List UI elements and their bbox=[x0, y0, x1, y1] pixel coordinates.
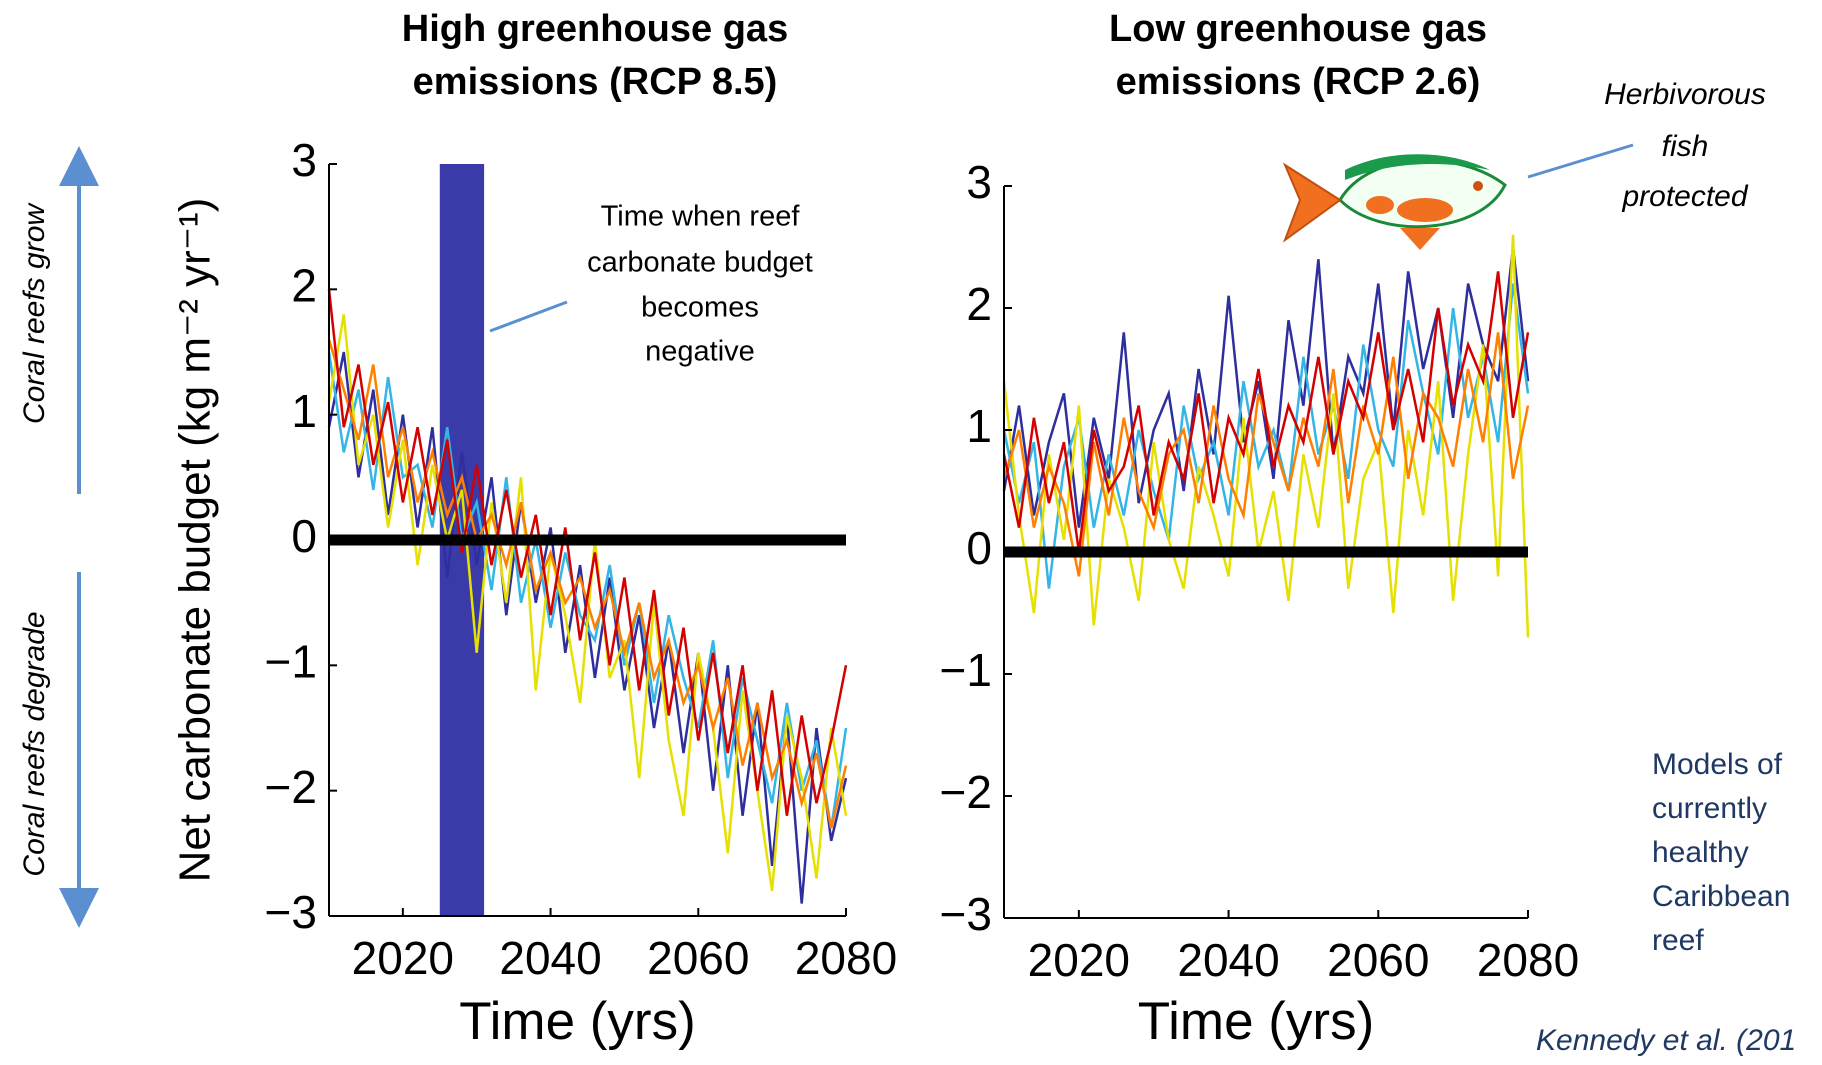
y-tick-label: 2 bbox=[291, 259, 317, 311]
slide: Coral reefs grow Coral reefs degrade Her… bbox=[0, 0, 1822, 1060]
annotation: becomes bbox=[641, 292, 759, 324]
annotation: negative bbox=[645, 336, 755, 368]
chart-title: emissions (RCP 8.5) bbox=[413, 61, 778, 103]
annotation: carbonate budget bbox=[587, 247, 813, 279]
models-note: reef bbox=[1652, 924, 1704, 957]
plot: High greenhouse gas emissions (RCP 8.5) −3… bbox=[171, 8, 898, 1051]
models-note: currently bbox=[1652, 792, 1767, 825]
y-tick-label: 3 bbox=[966, 156, 992, 208]
page: {"chart_data": [ {"type": "line", "title… bbox=[0, 0, 1822, 1060]
chart-title: Low greenhouse gas bbox=[1109, 8, 1487, 50]
y-tick-label: 0 bbox=[966, 522, 992, 574]
series-line bbox=[329, 289, 846, 815]
y-tick-label: −3 bbox=[940, 888, 992, 940]
y-tick-label: 2 bbox=[966, 278, 992, 330]
fish-label: fish bbox=[1662, 130, 1709, 163]
fish-illustration bbox=[1285, 154, 1505, 250]
models-note: healthy bbox=[1652, 836, 1749, 869]
plot: Low greenhouse gas emissions (RCP 2.6) −3 −… bbox=[940, 8, 1580, 1051]
y-tick-label: 1 bbox=[966, 400, 992, 452]
y-tick-label: −1 bbox=[265, 635, 317, 687]
chart-title: High greenhouse gas bbox=[402, 8, 788, 50]
pointer-line bbox=[1528, 145, 1633, 177]
fish-label: protected bbox=[1621, 180, 1748, 213]
y-tick-label: 1 bbox=[291, 385, 317, 437]
y-axis-label: Net carbonate budget (kg m⁻² yr⁻¹) bbox=[171, 198, 220, 883]
models-note: Models of bbox=[1652, 748, 1783, 781]
x-tick-label: 2060 bbox=[1327, 934, 1429, 986]
x-tick-label: 2080 bbox=[795, 932, 897, 984]
x-axis-label: Time (yrs) bbox=[459, 992, 695, 1051]
side-label: Coral reefs degrade bbox=[18, 611, 51, 876]
x-axis-label: Time (yrs) bbox=[1138, 992, 1374, 1051]
x-tick-label: 2060 bbox=[647, 932, 749, 984]
citation: Kennedy et al. (201 bbox=[1536, 1024, 1796, 1057]
fish-label: Herbivorous bbox=[1604, 78, 1766, 111]
x-tick-label: 2080 bbox=[1477, 934, 1579, 986]
x-tick-label: 2040 bbox=[499, 932, 601, 984]
y-tick-label: 3 bbox=[291, 134, 317, 186]
x-tick-label: 2020 bbox=[352, 932, 454, 984]
y-tick-label: −2 bbox=[940, 766, 992, 818]
annotation: Time when reef bbox=[601, 201, 801, 233]
side-label: Coral reefs grow bbox=[18, 202, 51, 424]
pointer-line bbox=[490, 302, 567, 331]
series-line bbox=[329, 340, 846, 829]
x-tick-label: 2040 bbox=[1177, 934, 1279, 986]
chart-title: emissions (RCP 2.6) bbox=[1116, 61, 1481, 103]
series-line bbox=[1004, 271, 1528, 552]
y-tick-label: −3 bbox=[265, 886, 317, 938]
x-tick-label: 2020 bbox=[1028, 934, 1130, 986]
y-tick-label: −2 bbox=[265, 761, 317, 813]
models-note: Caribbean bbox=[1652, 880, 1790, 913]
y-tick-label: 0 bbox=[291, 510, 317, 562]
y-tick-label: −1 bbox=[940, 644, 992, 696]
